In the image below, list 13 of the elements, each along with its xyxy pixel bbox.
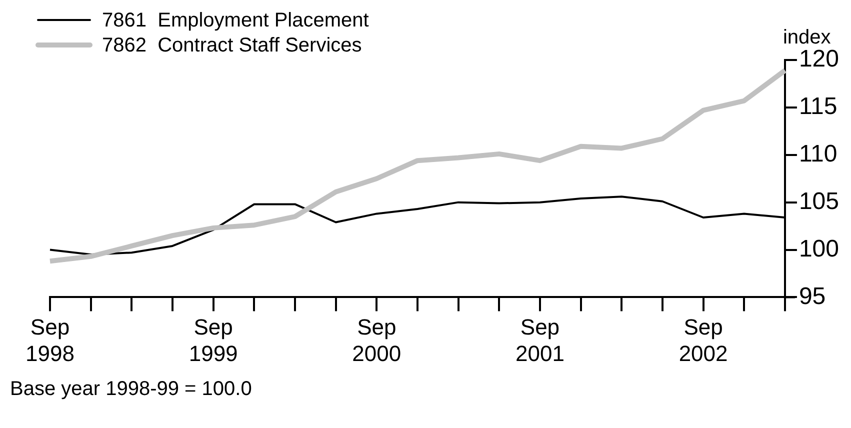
y-tick-label: 110 — [798, 140, 838, 168]
text: Base year 1998-99 = 100.0 — [10, 378, 252, 401]
x-tick-label: Sep 2000 — [352, 314, 402, 366]
legend-label: 7862 Contract Staff Services — [102, 34, 362, 57]
y-tick-label: 95 — [798, 282, 826, 310]
x-tick-label: Sep 1998 — [26, 314, 74, 366]
legend-label: 7861 Employment Placement — [102, 10, 370, 32]
x-tick-label: Sep 2001 — [515, 314, 564, 366]
y-tick-label: 105 — [798, 188, 840, 215]
x-tick-label: Sep 2002 — [678, 314, 728, 366]
x-tick-label: Sep 1999 — [188, 314, 238, 366]
y-tick-label: 115 — [798, 93, 838, 120]
y-tick-label: 100 — [798, 235, 840, 262]
